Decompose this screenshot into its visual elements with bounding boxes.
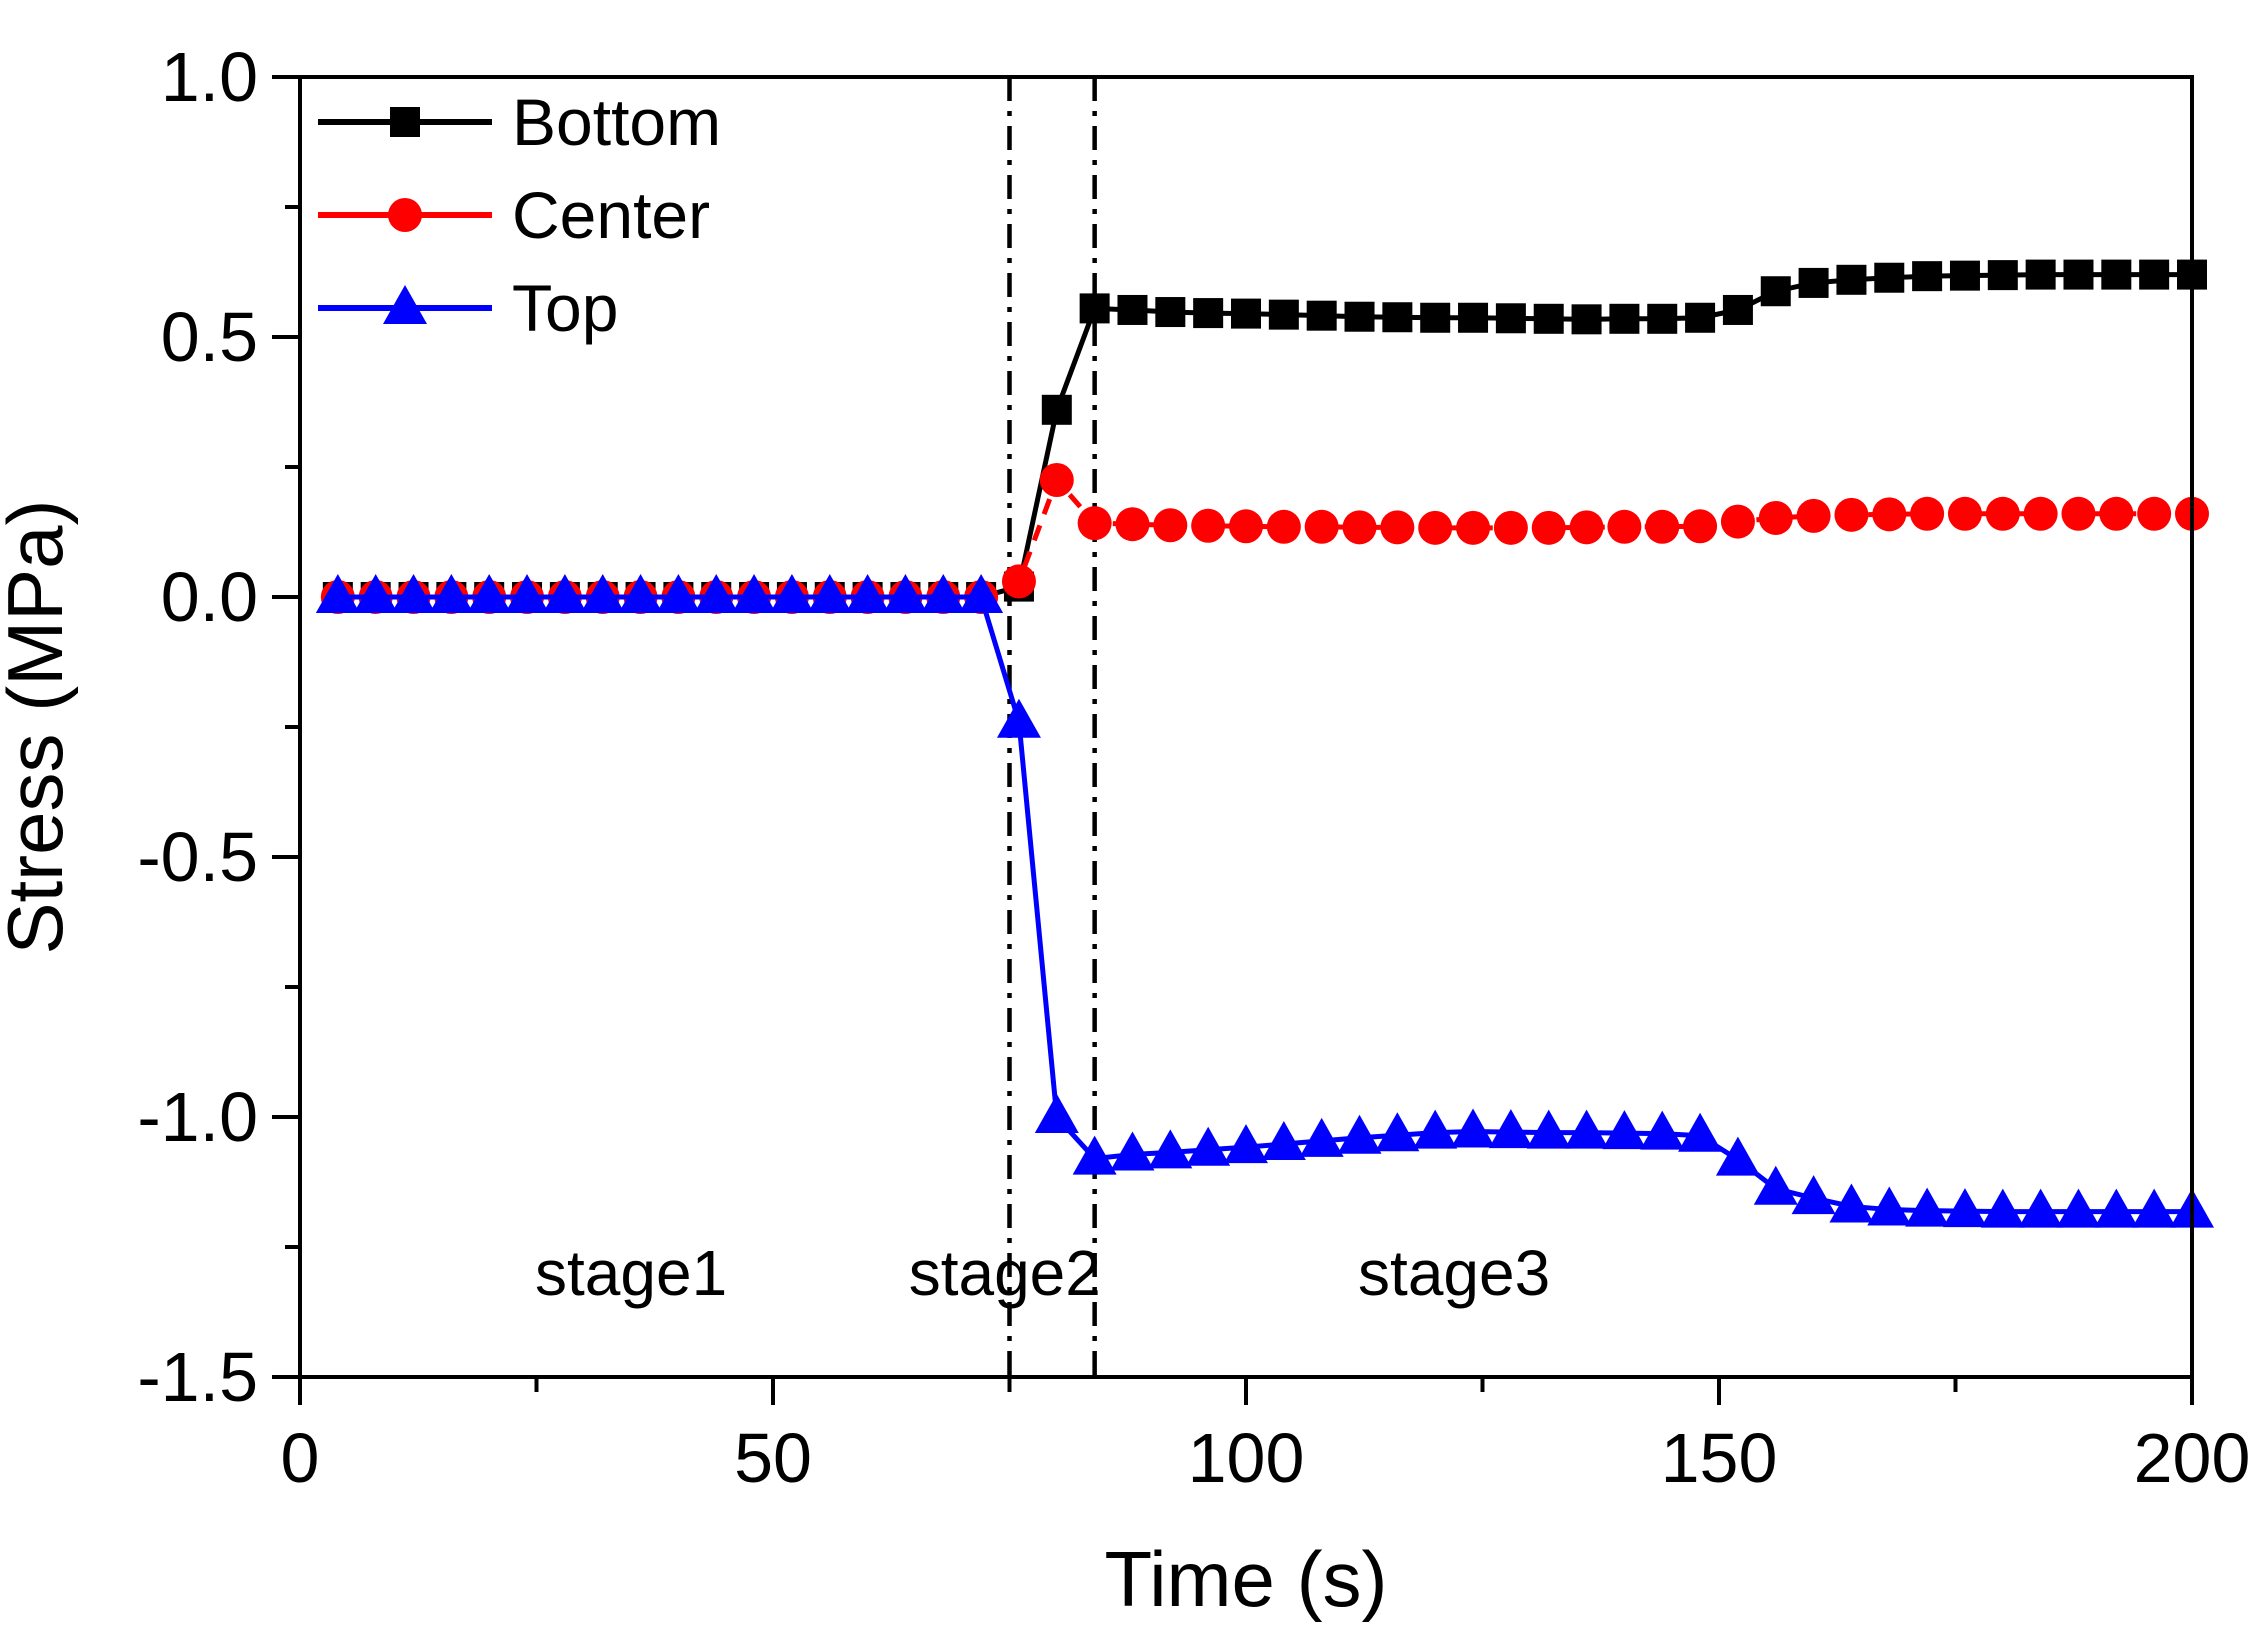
y-tick-label: -0.5 <box>137 818 258 896</box>
legend: Bottom Center Top <box>318 85 721 345</box>
y-tick-label: 1.0 <box>161 38 258 116</box>
x-tick-label: 50 <box>734 1419 812 1497</box>
legend-label-center: Center <box>512 178 710 252</box>
y-tick-label: -1.5 <box>137 1338 258 1416</box>
legend-label-bottom: Bottom <box>512 85 721 159</box>
series-top <box>315 574 2214 1228</box>
stage-annotations: stage1 stage2 stage3 <box>535 1237 1550 1309</box>
y-axis: 1.0 0.5 0.0 -0.5 -1.0 -1.5 Stress (MPa) <box>0 38 300 1416</box>
annotation-stage1: stage1 <box>535 1237 727 1309</box>
y-tick-label: -1.0 <box>137 1078 258 1156</box>
annotation-stage2: stage2 <box>909 1237 1101 1309</box>
x-axis: 0 50 100 150 200 Time (s) <box>281 1377 2251 1623</box>
y-axis-title: Stress (MPa) <box>0 499 79 954</box>
y-tick-label: 0.0 <box>161 558 258 636</box>
legend-label-top: Top <box>512 271 618 345</box>
x-tick-label: 200 <box>2134 1419 2251 1497</box>
x-axis-title: Time (s) <box>1104 1535 1387 1623</box>
top-line <box>337 594 2192 1215</box>
x-tick-label: 150 <box>1661 1419 1778 1497</box>
x-tick-label: 0 <box>281 1419 320 1497</box>
center-line <box>337 475 2192 600</box>
x-tick-label: 100 <box>1188 1419 1305 1497</box>
y-tick-label: 0.5 <box>161 298 258 376</box>
annotation-stage3: stage3 <box>1358 1237 1550 1309</box>
